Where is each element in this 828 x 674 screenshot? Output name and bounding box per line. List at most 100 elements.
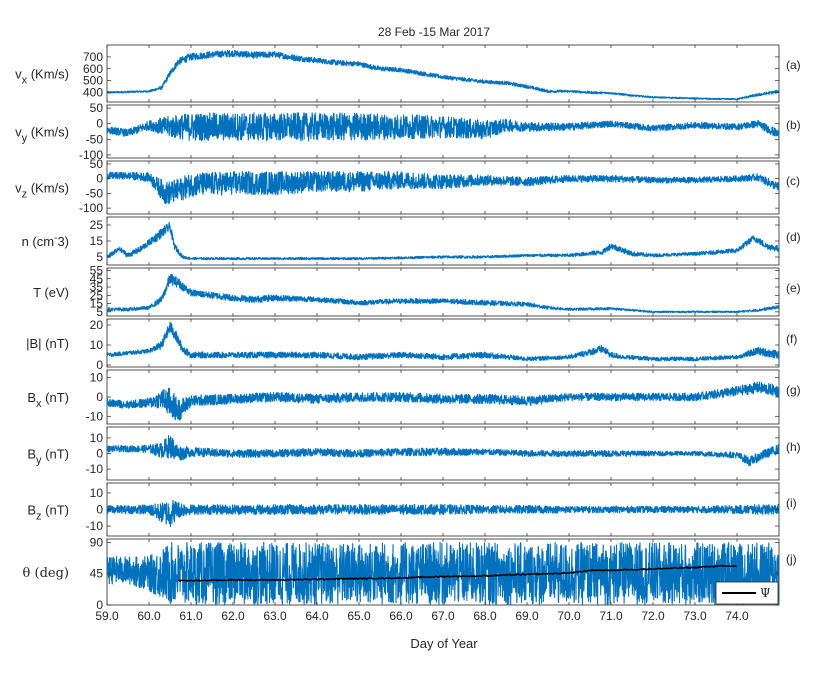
panel-h-ytick-label: 0 xyxy=(96,447,103,461)
panel-a-label: (a) xyxy=(786,58,801,72)
panel-d: 5 15 25 n (cm-3) (d) xyxy=(22,216,801,266)
panel-e-ytick-label: 5 xyxy=(96,305,103,319)
panel-g-ytick-label: 10 xyxy=(90,371,104,385)
legend-psi-label: Ψ xyxy=(760,586,771,600)
x-tick-label: 60.0 xyxy=(137,609,161,623)
panel-d-ylabel: n (cm-3) xyxy=(22,233,69,249)
panel-h-label: (h) xyxy=(786,440,801,454)
panel-e-ytick-label: 25 xyxy=(90,288,104,302)
panel-g-ylabel: Bx (nT) xyxy=(27,390,69,410)
panel-g: -10 0 10 Bx (nT) (g) xyxy=(27,369,801,425)
panel-j-ytick-label: 90 xyxy=(90,535,104,549)
panel-b-ytick-label: 0 xyxy=(96,117,103,131)
x-tick-label: 61.0 xyxy=(179,609,203,623)
x-tick-label: 72.0 xyxy=(641,609,665,623)
panel-c-series-0-line xyxy=(107,170,779,205)
panel-j-series-psi-line xyxy=(177,564,738,582)
panel-d-ytick-label: 5 xyxy=(96,250,103,264)
panel-j-label: (j) xyxy=(786,552,797,566)
panel-f-ytick-label: 20 xyxy=(90,318,104,332)
panel-g-ytick-label: -10 xyxy=(86,409,104,423)
x-tick-label: 68.0 xyxy=(473,609,497,623)
panel-e-ylabel: T (eV) xyxy=(33,285,69,300)
panel-c-ylabel: vz (Km/s) xyxy=(15,181,69,201)
panel-c-ytick-label: 0 xyxy=(96,172,103,186)
panel-j: 0 45 90 θ (deg) (j) Ψ xyxy=(23,535,797,612)
panel-d-label: (d) xyxy=(786,230,801,244)
panel-c-ytick-label: 50 xyxy=(90,157,104,171)
x-axis-label: Day of Year xyxy=(410,636,478,651)
panel-h-ylabel: By (nT) xyxy=(27,447,69,467)
panel-g-series-0-line xyxy=(107,381,779,421)
panel-d-ytick-label: 15 xyxy=(90,234,104,248)
x-tick-label: 65.0 xyxy=(347,609,371,623)
panel-e-ytick-label: 15 xyxy=(90,297,104,311)
x-tick-label: 71.0 xyxy=(599,609,623,623)
panel-e-series-0-line xyxy=(107,273,779,314)
panel-h-series-0-line xyxy=(107,434,779,466)
legend: Ψ xyxy=(715,581,779,605)
panel-e-label: (e) xyxy=(786,281,801,295)
panel-b: -100 -500 50 vy (Km/s) (b) xyxy=(15,101,801,162)
panel-h: -100 10 By (nT) (h) xyxy=(27,426,801,481)
panel-f-series-0-line xyxy=(107,321,779,362)
panel-d-ytick-label: 25 xyxy=(90,218,104,232)
panel-i-ylabel: Bz (nT) xyxy=(27,503,69,523)
panel-f-ylabel: |B| (nT) xyxy=(26,336,69,351)
panel-b-ylabel: vy (Km/s) xyxy=(15,125,69,145)
panel-a-ylabel: vx (Km/s) xyxy=(15,67,69,87)
panel-b-ytick-label: 50 xyxy=(90,101,104,115)
panel-i-ytick-label: 10 xyxy=(90,486,104,500)
panel-d-series-0-line xyxy=(107,221,779,261)
panel-i-ytick-label: 0 xyxy=(96,503,103,517)
x-tick-label: 73.0 xyxy=(683,609,707,623)
panel-i-ytick-label: -10 xyxy=(86,519,104,533)
panel-i: -10 0 10 Bz (nT) (i) xyxy=(27,482,797,537)
x-tick-label: 66.0 xyxy=(389,609,413,623)
panel-c-ytick-label: -100 xyxy=(79,201,103,215)
x-axis: 59.0 60.0 61.0 62.0 63.0 64.0 65.0 66.0 67.0 68.0… xyxy=(95,609,749,623)
panel-j-series-theta-line xyxy=(107,541,779,605)
panel-b-ytick-label: -50 xyxy=(86,132,104,146)
x-tick-label: 70.0 xyxy=(557,609,581,623)
x-tick-label: 74.0 xyxy=(725,609,749,623)
panel-e-ytick-label: 35 xyxy=(90,280,104,294)
panel-f-ytick-label: 0 xyxy=(96,358,103,372)
panel-f-label: (f) xyxy=(786,332,797,346)
panel-b-series-0-line xyxy=(107,112,779,142)
panel-j-ylabel: θ (deg) xyxy=(23,566,69,581)
x-tick-label: 63.0 xyxy=(263,609,287,623)
panel-i-series-0-line xyxy=(107,499,779,528)
panel-j-ytick-label: 45 xyxy=(90,567,104,581)
x-tick-label: 59.0 xyxy=(95,609,119,623)
panel-e-ytick-label: 45 xyxy=(90,272,104,286)
panel-f-ytick-label: 10 xyxy=(90,338,104,352)
x-tick-label: 67.0 xyxy=(431,609,455,623)
x-tick-label: 69.0 xyxy=(515,609,539,623)
panel-a-ytick-label: 600 xyxy=(83,62,103,76)
panel-c-ytick-label: -50 xyxy=(86,186,104,200)
panel-c-label: (c) xyxy=(786,174,800,188)
panel-j-ytick-label: 0 xyxy=(96,598,103,612)
panel-h-ytick-label: 10 xyxy=(90,431,104,445)
panel-b-ytick-label: -100 xyxy=(79,148,103,162)
panel-b-label: (b) xyxy=(786,118,801,132)
panel-a-series-0-line xyxy=(107,49,779,101)
panel-g-label: (g) xyxy=(786,383,801,397)
panel-a-ytick-label: 700 xyxy=(83,50,103,64)
panel-e-frame xyxy=(106,267,780,317)
chart-title: 28 Feb -15 Mar 2017 xyxy=(378,25,490,39)
panel-a-ytick-label: 400 xyxy=(83,86,103,100)
x-tick-label: 62.0 xyxy=(221,609,245,623)
panel-g-ytick-label: 0 xyxy=(96,390,103,404)
panel-a-ytick-label: 500 xyxy=(83,74,103,88)
panel-e-ytick-label: 55 xyxy=(90,263,104,277)
panel-f: 0 10 20 |B| (nT) (f) xyxy=(26,318,797,372)
panel-i-label: (i) xyxy=(786,496,797,510)
panel-h-ytick-label: -10 xyxy=(86,462,104,476)
